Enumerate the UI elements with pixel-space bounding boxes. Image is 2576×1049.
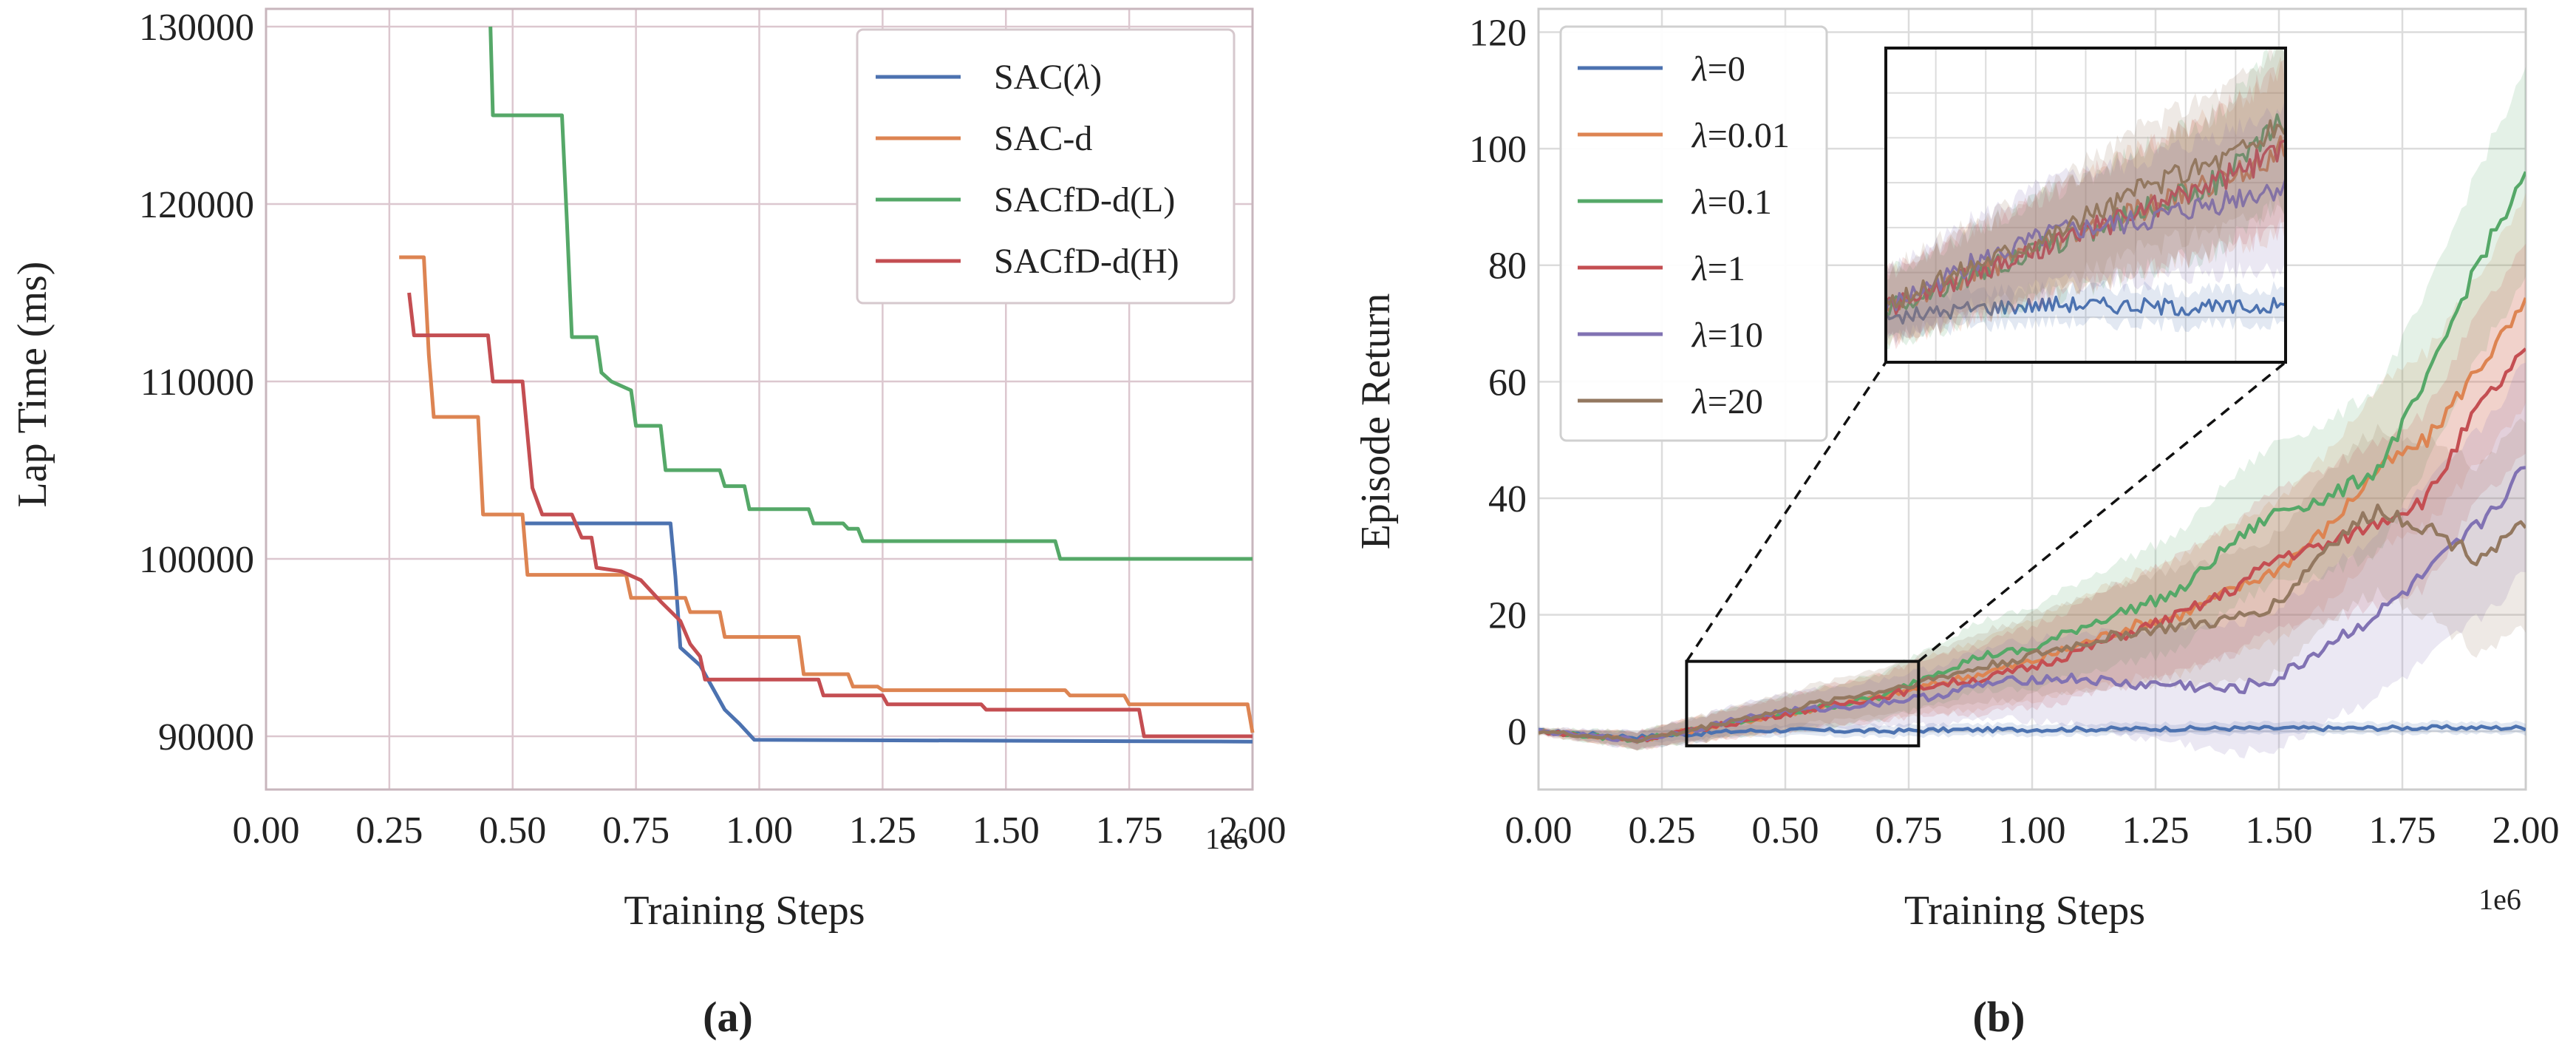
x-axis-label: Training Steps	[1904, 888, 2145, 934]
y-tick-label: 60	[1488, 361, 1527, 404]
plot-frame	[1537, 7, 2527, 791]
legend-label-1: λ=0.01	[1691, 116, 1790, 155]
series-band-4	[1539, 362, 2526, 758]
legend-label-3: SACfD-d(H)	[994, 242, 1179, 281]
inset-band-5	[1886, 48, 2286, 344]
x-tick-label: 1.75	[1096, 809, 1163, 852]
legend-label-1: SAC-d	[994, 119, 1092, 158]
x-tick-label: 0.75	[602, 809, 669, 852]
x-tick-label: 1.50	[2246, 809, 2313, 852]
inset-frame	[1884, 47, 2287, 364]
legend-label-2: SACfD-d(L)	[994, 180, 1175, 220]
series-line-0	[1539, 724, 2526, 741]
y-axis-label: Episode Return	[1353, 293, 1399, 550]
x-axis-label: Training Steps	[624, 888, 865, 934]
y-tick-label: 0	[1507, 711, 1527, 753]
x-tick-label: 1.00	[1999, 809, 2066, 852]
x-tick-label: 1.75	[2369, 809, 2436, 852]
inset-band-3	[1886, 59, 2286, 350]
series-line-0	[522, 521, 1253, 744]
series-line-3	[407, 292, 1253, 739]
legend-label-3: λ=1	[1691, 249, 1745, 288]
series-line-1	[399, 255, 1255, 733]
panel-label-b: (b)	[1973, 993, 2025, 1041]
legend-label-0: SAC(λ)	[994, 58, 1102, 97]
inset-line-4	[1886, 174, 2286, 312]
y-tick-label: 100	[1469, 129, 1527, 171]
chart-a-lap-time: 0.00 0.25 0.50 0.75 1.00 1.25 1.50 1.75 2.00 9000…	[10, 7, 1287, 934]
x-tick-label: 0.00	[1505, 809, 1572, 852]
y-tick-label: 110000	[140, 361, 254, 404]
y-tick-label: 120	[1469, 13, 1527, 55]
inset-line-5	[1886, 119, 2286, 309]
x-tick-label: 2.00	[1219, 809, 1287, 852]
x-tick-label: 0.25	[1629, 809, 1696, 852]
legend-b: λ=0 λ=0.01 λ=0.1 λ=1 λ=10 λ=20	[1559, 25, 1828, 442]
y-tick-label: 90000	[158, 716, 254, 758]
series-band-2	[1539, 67, 2526, 751]
legend-box	[856, 28, 1236, 305]
x-offset-text: 1e6	[2478, 883, 2521, 916]
panel-label-a: (a)	[703, 993, 753, 1041]
series-band-3	[1539, 243, 2526, 750]
y-tick-label: 40	[1488, 478, 1527, 520]
inset-series-group	[1886, 48, 2286, 350]
x-tick-label: 0.25	[355, 809, 423, 852]
x-tick-label: 1.00	[726, 809, 793, 852]
y-tick-label: 100000	[139, 539, 254, 581]
legend-label-4: λ=10	[1691, 316, 1763, 355]
legend-a: SAC(λ) SAC-d SACfD-d(L) SACfD-d(H)	[856, 28, 1236, 305]
series-line-2	[488, 26, 1253, 561]
inset-line-0	[1886, 295, 2286, 325]
x-tick-label: 0.50	[479, 809, 546, 852]
x-tick-label: 2.00	[2492, 809, 2560, 852]
y-tick-label: 80	[1488, 245, 1527, 288]
x-tick-label: 1.25	[849, 809, 916, 852]
legend-label-5: λ=20	[1691, 382, 1763, 421]
inset-zoom	[1884, 47, 2287, 364]
legend-box	[1559, 25, 1828, 442]
legend-label-2: λ=0.1	[1691, 183, 1772, 222]
x-tick-label: 1.25	[2122, 809, 2190, 852]
plot-frame	[265, 7, 1254, 791]
series-line-5	[1539, 503, 2526, 743]
y-axis-label: Lap Time (ms)	[10, 262, 55, 508]
y-tick-label: 20	[1488, 595, 1527, 637]
x-tick-label: 0.75	[1875, 809, 1943, 852]
series-group	[1539, 67, 2526, 758]
zoom-source-rect	[1685, 659, 1921, 747]
x-offset-text: 1e6	[1205, 822, 1248, 855]
legend-label-0: λ=0	[1691, 50, 1745, 89]
y-tick-label: 120000	[139, 184, 254, 226]
x-tick-label: 0.50	[1752, 809, 1819, 852]
series-band-1	[1539, 193, 2526, 751]
zoom-connector-right	[1918, 361, 2287, 662]
inset-band-0	[1886, 279, 2286, 341]
series-band-0	[1539, 719, 2526, 745]
series-band-5	[1539, 418, 2526, 750]
zoom-connector-left	[1685, 361, 1887, 662]
series-line-4	[1539, 466, 2526, 744]
chart-b-episode-return: 0.00 0.25 0.50 0.75 1.00 1.25 1.50 1.75 2.00 0 20 4…	[1353, 7, 2560, 934]
x-tick-label: 1.50	[972, 809, 1040, 852]
y-tick-label: 130000	[139, 7, 254, 49]
x-tick-label: 0.00	[233, 809, 300, 852]
